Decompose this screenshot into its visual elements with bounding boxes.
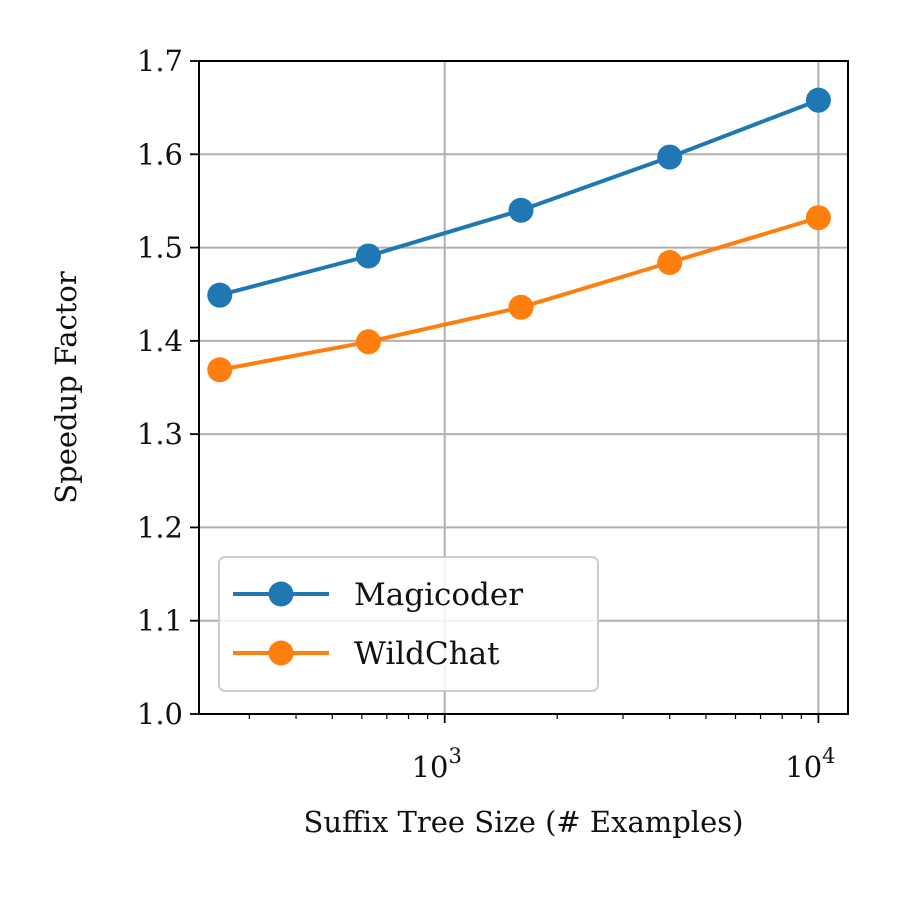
plot-frame <box>198 60 849 715</box>
data-point <box>805 205 831 231</box>
y-tick-label: 1.7 <box>137 44 183 78</box>
axes <box>198 60 849 715</box>
y-tick-label: 1.6 <box>137 137 183 171</box>
data-point <box>207 357 233 383</box>
legend-item-wildchat: WildChat <box>233 636 500 672</box>
y-tick-label: 1.4 <box>137 324 183 358</box>
data-point <box>355 243 381 269</box>
legend-label: Magicoder <box>354 577 523 613</box>
y-tick-label: 1.1 <box>137 604 183 638</box>
x-tick-base: 10 <box>785 750 822 784</box>
x-tick-label: 104 <box>785 744 835 784</box>
legend-label: WildChat <box>354 636 500 672</box>
legend-item-magicoder: Magicoder <box>233 577 523 613</box>
data-point <box>207 282 233 308</box>
data-point <box>508 197 534 223</box>
y-tick-label: 1.0 <box>137 697 183 731</box>
series-magicoder <box>207 87 831 308</box>
legend: Magicoder WildChat <box>218 556 599 692</box>
data-point <box>657 249 683 275</box>
y-tick-label: 1.2 <box>137 510 183 544</box>
x-tick-exponent: 3 <box>448 744 461 768</box>
legend-marker <box>268 640 294 666</box>
data-point <box>508 294 534 320</box>
x-tick-exponent: 4 <box>822 744 835 768</box>
data-point <box>355 329 381 355</box>
data-point <box>805 87 831 113</box>
series-layer <box>207 87 831 383</box>
y-axis-label: Speedup Factor <box>49 271 83 504</box>
x-tick-base: 10 <box>412 750 449 784</box>
legend-marker <box>268 581 294 607</box>
legend-box <box>218 556 599 692</box>
y-tick-label: 1.5 <box>137 231 183 265</box>
y-tick-label: 1.3 <box>137 417 183 451</box>
x-tick-label: 103 <box>412 744 462 784</box>
data-point <box>657 144 683 170</box>
x-axis-label: Suffix Tree Size (# Examples) <box>304 805 744 839</box>
series-wildchat <box>207 205 831 383</box>
